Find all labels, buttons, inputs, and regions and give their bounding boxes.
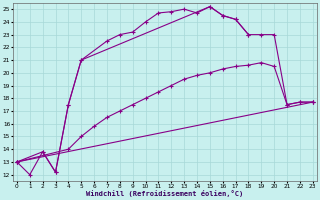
X-axis label: Windchill (Refroidissement éolien,°C): Windchill (Refroidissement éolien,°C) [86,190,244,197]
